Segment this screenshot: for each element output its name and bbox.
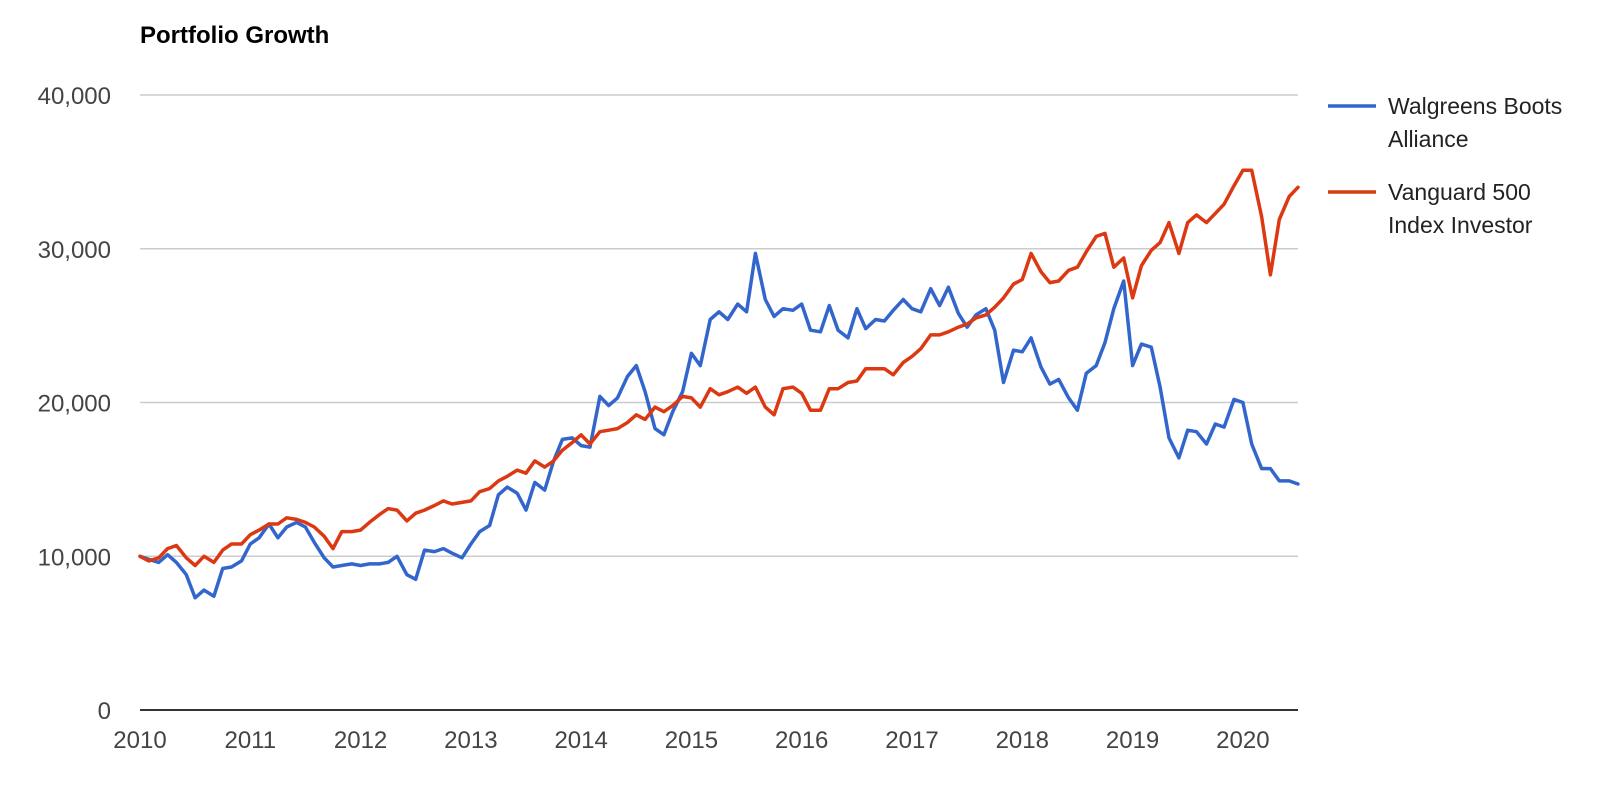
x-tick-label: 2012 — [334, 727, 387, 754]
x-tick-label: 2016 — [775, 727, 828, 754]
y-tick-label: 0 — [98, 698, 111, 725]
x-tick-label: 2020 — [1216, 727, 1269, 754]
x-axis-ticks: 2010 2011 2012 2013 2014 2015 2016 2017 2018 2019… — [113, 727, 1269, 754]
x-tick-label: 2015 — [665, 727, 718, 754]
series-lines — [138, 168, 1300, 600]
legend-label: Walgreens Boots Alliance — [1388, 93, 1562, 152]
grid-lines — [140, 94, 1298, 711]
legend-label: Vanguard 500 Index Investor — [1388, 179, 1533, 238]
x-tick-label: 2014 — [554, 727, 607, 754]
y-tick-label: 10,000 — [38, 544, 111, 571]
chart-title: Portfolio Growth — [140, 22, 329, 49]
y-tick-label: 20,000 — [38, 391, 111, 418]
y-tick-label: 30,000 — [38, 237, 111, 264]
series-line-walgreens — [138, 251, 1300, 600]
x-tick-label: 2011 — [224, 727, 276, 754]
y-tick-label: 40,000 — [38, 83, 111, 110]
series-line-vanguard — [138, 168, 1300, 568]
legend: Walgreens Boots Alliance Vanguard 500 Index… — [1328, 93, 1562, 238]
x-tick-label: 2013 — [444, 727, 497, 754]
x-tick-label: 2018 — [996, 727, 1049, 754]
y-axis-ticks: 0 10,000 20,000 30,000 40,000 — [38, 83, 111, 725]
x-tick-label: 2019 — [1106, 727, 1159, 754]
legend-item-vanguard[interactable]: Vanguard 500 Index Investor — [1328, 179, 1533, 238]
legend-item-walgreens[interactable]: Walgreens Boots Alliance — [1328, 93, 1562, 152]
x-tick-label: 2010 — [113, 727, 166, 754]
x-tick-label: 2017 — [885, 727, 938, 754]
